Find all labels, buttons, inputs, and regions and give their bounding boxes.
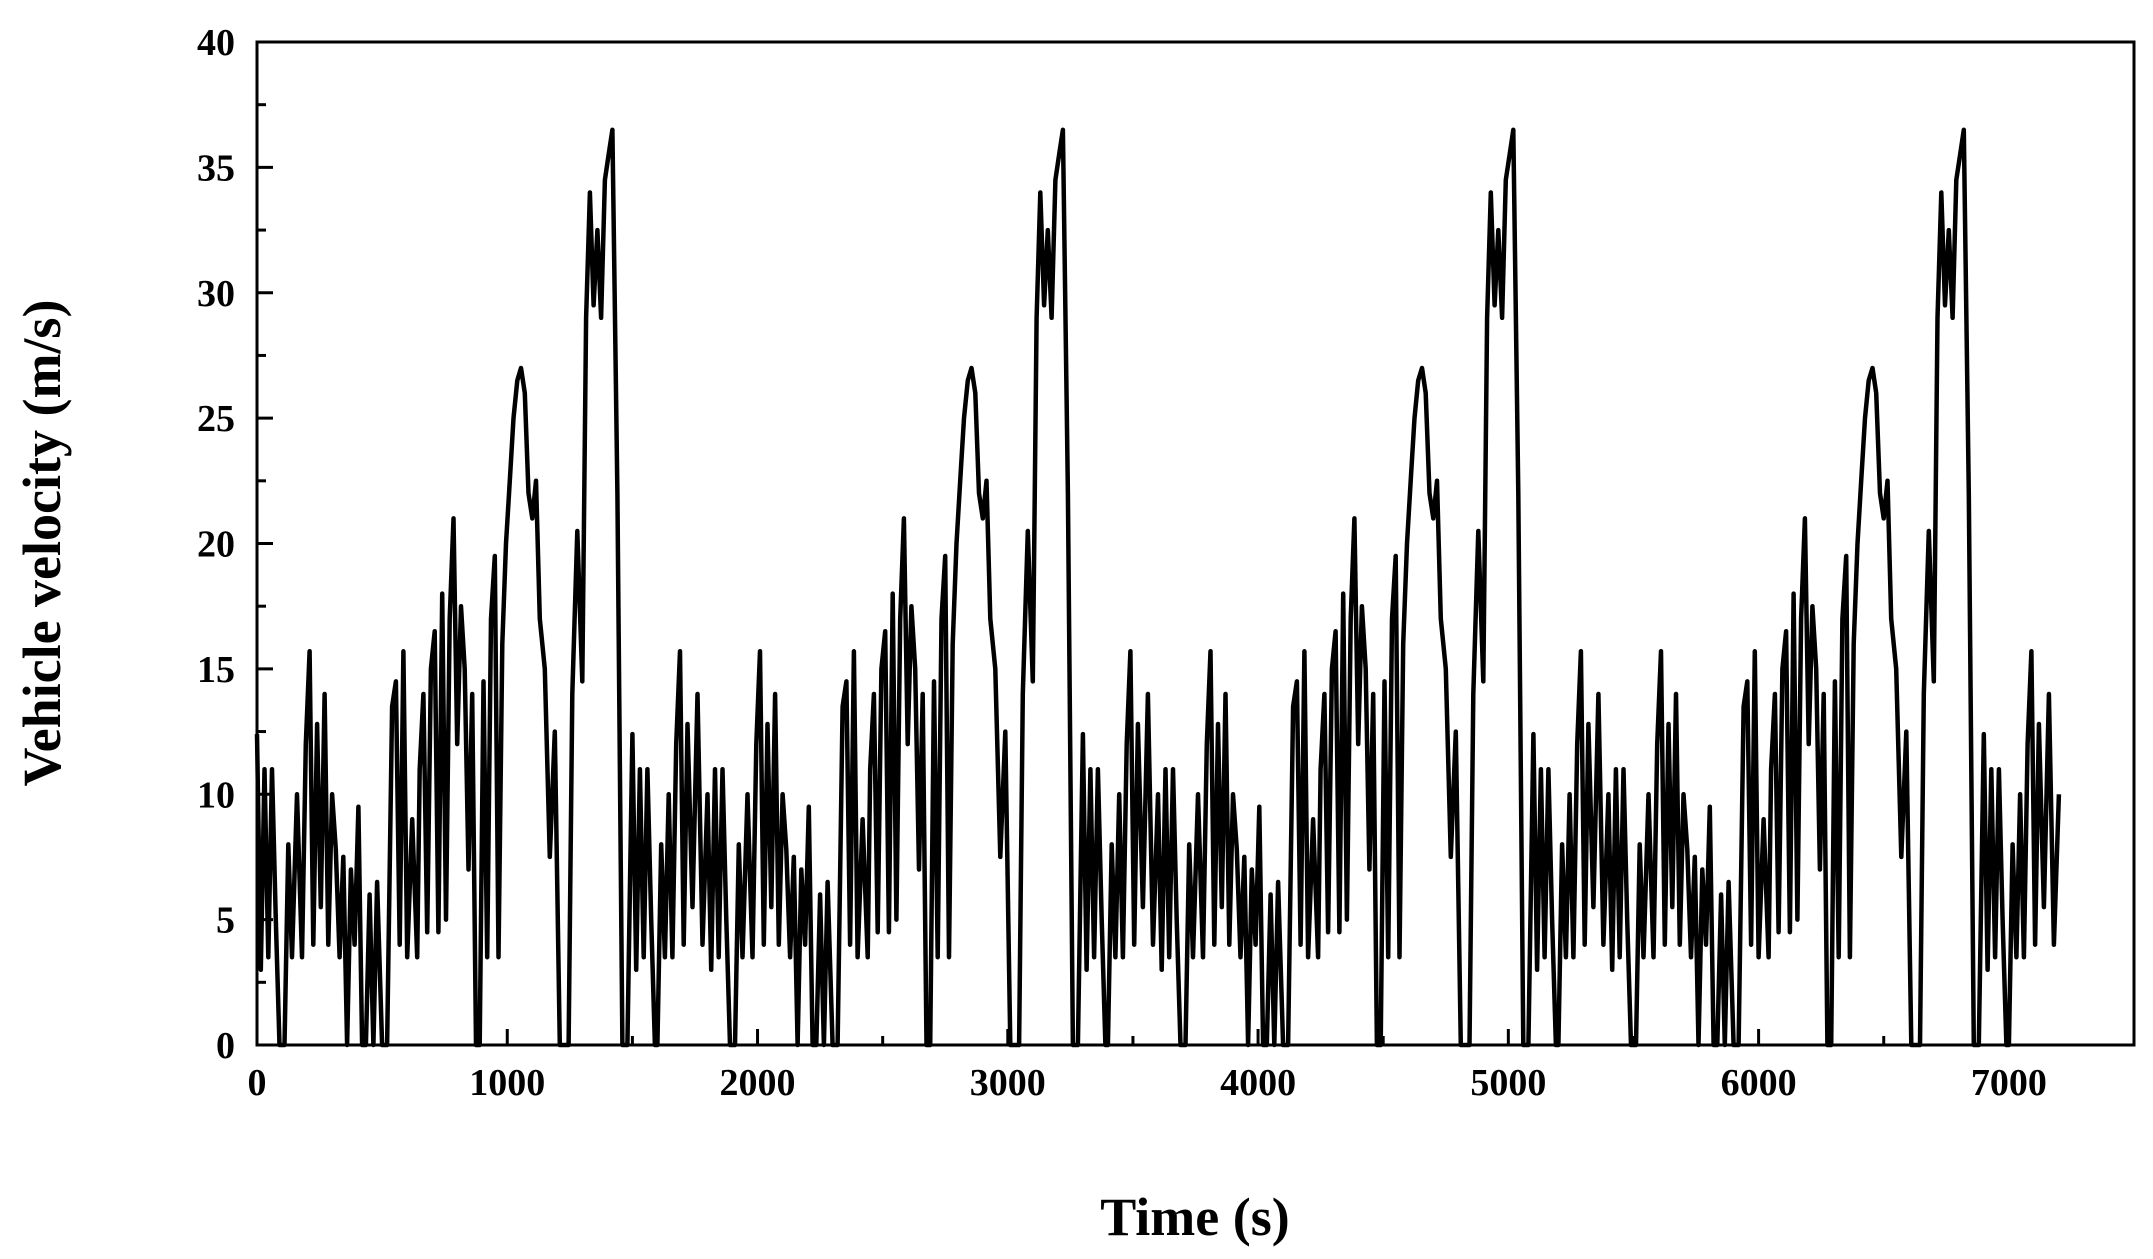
y-tick-label: 15: [197, 649, 235, 691]
x-axis-title: Time (s): [1100, 1187, 1289, 1247]
plot-frame: [255, 40, 2136, 1047]
tick-labels: 0 1000 2000 3000 4000 5000 6000 7000 0 5 10 15 20 25 3…: [197, 22, 2047, 1104]
x-tick-label: 0: [248, 1062, 267, 1104]
y-tick-label: 25: [197, 398, 235, 440]
x-tick-label: 4000: [1220, 1062, 1296, 1104]
velocity-series-line: [254, 127, 2062, 1048]
x-tick-label: 7000: [1971, 1062, 2047, 1104]
x-tick-label: 2000: [720, 1062, 796, 1104]
y-tick-label: 0: [216, 1025, 235, 1067]
y-tick-label: 35: [197, 147, 235, 189]
x-tick-label: 1000: [469, 1062, 545, 1104]
x-tick-label: 5000: [1470, 1062, 1546, 1104]
y-tick-label: 5: [216, 900, 235, 942]
y-tick-label: 20: [197, 524, 235, 566]
y-tick-label: 30: [197, 273, 235, 315]
y-tick-label: 40: [197, 22, 235, 64]
y-tick-label: 10: [197, 774, 235, 816]
x-tick-label: 6000: [1721, 1062, 1797, 1104]
y-axis-title: Vehicle velocity (m/s): [12, 300, 72, 787]
x-tick-label: 3000: [970, 1062, 1046, 1104]
